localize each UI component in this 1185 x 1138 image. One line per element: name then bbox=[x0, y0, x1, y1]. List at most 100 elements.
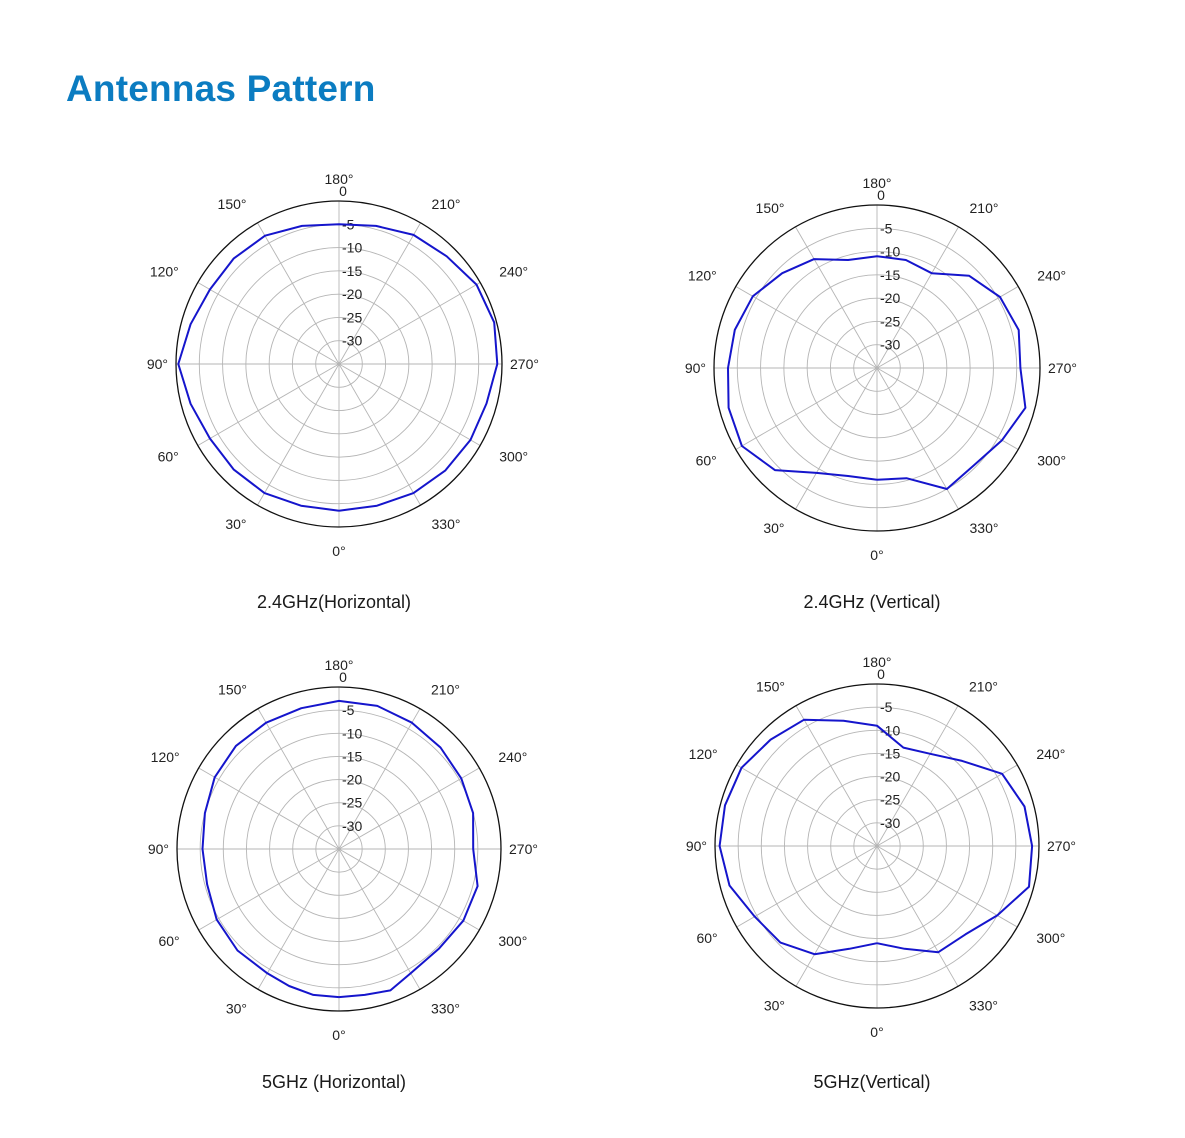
angle-tick-label: 240° bbox=[498, 749, 527, 765]
angle-tick-label: 90° bbox=[685, 360, 706, 376]
angle-tick-label: 90° bbox=[147, 356, 168, 372]
radial-tick-label: 0 bbox=[339, 183, 347, 199]
radial-tick-label: -10 bbox=[342, 240, 362, 256]
angle-tick-label: 30° bbox=[225, 516, 246, 532]
angle-tick-label: 270° bbox=[509, 841, 538, 857]
radial-tick-label: -20 bbox=[342, 772, 362, 788]
grid-spoke bbox=[197, 282, 340, 365]
angle-tick-label: 150° bbox=[218, 196, 247, 212]
radial-tick-label: -5 bbox=[342, 702, 355, 718]
angle-tick-label: 180° bbox=[863, 654, 892, 670]
angle-tick-label: 240° bbox=[499, 264, 528, 280]
radial-tick-label: -30 bbox=[342, 333, 362, 349]
polar-grid bbox=[176, 201, 502, 527]
radial-tick-label: 0 bbox=[877, 666, 885, 682]
angle-tick-label: 300° bbox=[499, 449, 528, 465]
radial-tick-label: -15 bbox=[880, 267, 900, 283]
angle-tick-label: 270° bbox=[510, 356, 539, 372]
radial-tick-label: -30 bbox=[880, 815, 900, 831]
grid-spoke bbox=[338, 363, 421, 506]
radial-tick-label: -10 bbox=[880, 722, 900, 738]
angle-tick-label: 90° bbox=[148, 841, 169, 857]
angle-tick-label: 120° bbox=[150, 264, 179, 280]
grid-spoke bbox=[197, 363, 340, 446]
outer-ring bbox=[713, 204, 1041, 532]
angle-tick-label: 240° bbox=[1036, 746, 1065, 762]
angle-tick-label: 30° bbox=[226, 1000, 247, 1016]
radial-tick-label: -20 bbox=[880, 769, 900, 785]
angle-tick-label: 210° bbox=[431, 682, 460, 698]
outer-ring bbox=[175, 200, 503, 528]
angle-tick-label: 330° bbox=[432, 516, 461, 532]
angle-tick-label: 30° bbox=[763, 520, 784, 536]
polar-grid bbox=[177, 687, 501, 1011]
radial-tick-label: -5 bbox=[880, 220, 893, 236]
radial-tick-label: -15 bbox=[342, 748, 362, 764]
grid-spoke bbox=[795, 367, 878, 510]
grid-spoke bbox=[876, 845, 959, 987]
grid-spoke bbox=[257, 848, 340, 990]
chart-caption: 5GHz(Vertical) bbox=[813, 1072, 931, 1092]
grid-spoke bbox=[735, 367, 878, 450]
angle-tick-label: 180° bbox=[863, 175, 892, 191]
angle-tick-label: 0° bbox=[332, 543, 345, 559]
radial-tick-label: 0 bbox=[339, 669, 347, 685]
radial-tick-label: -25 bbox=[880, 792, 900, 808]
pattern-series-line bbox=[201, 699, 479, 999]
angle-tick-label: 270° bbox=[1048, 360, 1077, 376]
polar-grid bbox=[715, 684, 1039, 1008]
radial-tick-label: -10 bbox=[342, 725, 362, 741]
radial-tick-label: -25 bbox=[880, 313, 900, 329]
radial-tick-label: -25 bbox=[342, 309, 362, 325]
grid-spoke bbox=[338, 282, 481, 365]
angle-tick-label: 60° bbox=[696, 453, 717, 469]
angle-tick-label: 210° bbox=[970, 200, 999, 216]
angle-tick-label: 60° bbox=[158, 449, 179, 465]
grid-spoke bbox=[876, 367, 959, 510]
page-title: Antennas Pattern bbox=[66, 68, 376, 109]
grid-spoke bbox=[876, 286, 1019, 369]
grid-spoke bbox=[338, 708, 421, 850]
angle-tick-label: 180° bbox=[325, 657, 354, 673]
radial-tick-label: -15 bbox=[342, 263, 362, 279]
chart-caption: 2.4GHz(Horizontal) bbox=[256, 592, 412, 612]
grid-spoke bbox=[257, 222, 340, 365]
angle-tick-label: 300° bbox=[1037, 453, 1066, 469]
radial-tick-label: -15 bbox=[880, 745, 900, 761]
angle-tick-label: 0° bbox=[870, 1024, 883, 1040]
radial-tick-label: -5 bbox=[880, 699, 893, 715]
grid-spoke bbox=[338, 848, 480, 931]
grid-spoke bbox=[795, 845, 878, 987]
grid-spoke bbox=[257, 708, 340, 850]
radial-tick-label: 0 bbox=[877, 187, 885, 203]
grid-spoke bbox=[736, 845, 878, 928]
radial-tick-label: -20 bbox=[880, 290, 900, 306]
angle-tick-label: 330° bbox=[970, 520, 999, 536]
radial-tick-label: -30 bbox=[342, 818, 362, 834]
grid-spoke bbox=[876, 764, 1018, 847]
grid-spoke bbox=[338, 222, 421, 365]
pattern-series-line bbox=[177, 223, 499, 512]
radial-tick-label: -30 bbox=[880, 337, 900, 353]
grid-spoke bbox=[338, 767, 480, 850]
grid-spoke bbox=[736, 764, 878, 847]
outer-ring bbox=[176, 686, 502, 1012]
angle-tick-label: 330° bbox=[969, 997, 998, 1013]
outer-ring bbox=[714, 683, 1040, 1009]
angle-tick-label: 240° bbox=[1037, 268, 1066, 284]
pattern-series-line bbox=[718, 718, 1034, 956]
angle-tick-label: 0° bbox=[332, 1027, 345, 1043]
polar-grid bbox=[714, 205, 1040, 531]
angle-tick-label: 120° bbox=[689, 746, 718, 762]
grid-spoke bbox=[338, 848, 421, 990]
angle-tick-label: 60° bbox=[158, 933, 179, 949]
angle-tick-label: 0° bbox=[870, 547, 883, 563]
angle-tick-label: 120° bbox=[688, 268, 717, 284]
grid-spoke bbox=[198, 767, 340, 850]
angle-tick-label: 90° bbox=[686, 838, 707, 854]
grid-spoke bbox=[795, 705, 878, 847]
